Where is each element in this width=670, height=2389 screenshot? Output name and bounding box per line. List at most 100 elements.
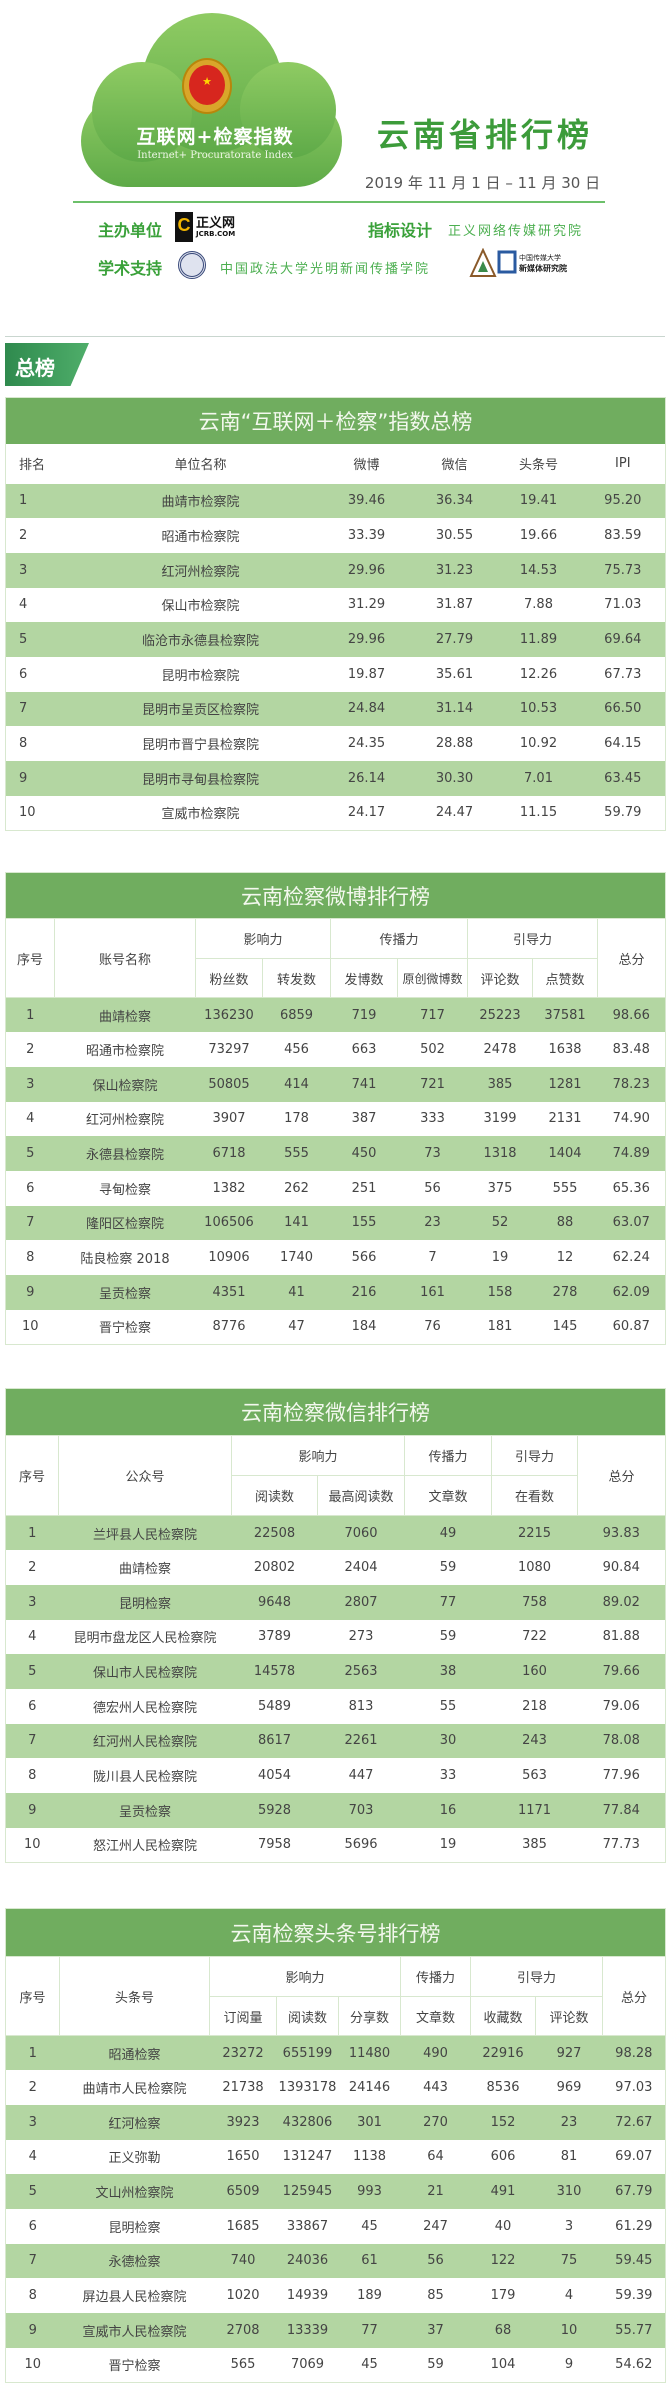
table-cell: 德宏州人民检察院 [92,1700,197,1716]
table-row: 5 文山州检察院 6509 125945 993 21 491 310 67.79 [5,2174,666,2209]
table-cell: 60.87 [612,1319,650,1335]
table-cell: 1 [19,493,28,509]
table-cell: 1138 [352,2149,387,2165]
table-cell: 呈贡检察 [118,1804,171,1820]
table-cell: 3 [564,2218,574,2234]
table-cell: 19.41 [519,493,558,509]
table-cell: 31.87 [435,597,474,613]
table-cell: 73297 [208,1042,250,1058]
table-row: 3 保山检察院 50805 414 741 721 385 1281 78.23 [5,1066,666,1102]
table-cell: 怒江州人民检察院 [92,1839,197,1855]
table-cell: 5489 [257,1698,292,1714]
table-cell: 375 [487,1180,513,1196]
table-cell: 19 [491,1250,509,1266]
table-cell: 6 [26,1180,35,1196]
table-cell: 7 [28,2253,37,2269]
table-cell: 昆明检察 [118,1596,171,1612]
table-cell: 490 [423,2045,448,2061]
section-divider [5,336,665,337]
group-header: 引导力 [467,918,598,959]
column-header: 在看数 [491,1475,578,1516]
table-cell: 10 [23,1837,41,1853]
column-header: 粉丝数 [195,958,263,998]
table-cell: 106506 [204,1215,254,1231]
table-cell: 8 [26,1250,35,1266]
table-cell: 保山检察院 [92,1078,158,1094]
table-cell: 27.79 [435,632,474,648]
table-cell: 64.15 [604,736,642,752]
table-title: 云南“互联网＋检察”指数总榜 [5,397,666,444]
table-cell: 10.53 [519,701,558,717]
sponsor-label: 主办单位 [98,221,163,240]
table-cell: 993 [357,2184,382,2200]
table-cell: 78.23 [612,1076,650,1092]
table-cell: 5 [28,2184,37,2200]
table-cell: 4 [28,1629,37,1645]
table-row: 4 红河州检察院 3907 178 387 333 3199 2131 74.90 [5,1101,666,1137]
table-cell: 35.61 [435,666,474,682]
table-cell: 30.30 [435,770,474,786]
table-cell: 保山市人民检察院 [92,1666,197,1682]
column-header: 总分 [576,1435,667,1516]
table-cell: 5928 [257,1802,292,1818]
table-cell: 8 [28,1768,37,1784]
design-label: 指标设计 [368,221,433,240]
table-cell: 717 [420,1007,445,1023]
table-cell: 67.73 [604,666,642,682]
table-cell: 77.96 [602,1768,640,1784]
table-cell: 33867 [286,2218,329,2234]
toutiao-ranking-table: 云南检察头条号排行榜 序号 头条号 影响力 传播力 引导力 总分 订阅量 阅读数… [5,1908,667,2383]
table-cell: 125945 [282,2184,333,2200]
table-cell: 曲靖市检察院 [161,495,240,511]
table-cell: 71.03 [604,597,642,613]
table-cell: 1080 [517,1560,552,1576]
table-cell: 39.46 [347,493,386,509]
table-cell: 4 [28,2149,37,2165]
table-row: 7 昆明市呈贡区检察院 24.84 31.14 10.53 66.50 [5,691,666,727]
table-cell: 7060 [344,1525,378,1541]
table-cell: 78.08 [602,1733,640,1749]
table-cell: 77 [361,2322,378,2338]
table-cell: 5 [19,632,28,648]
table-cell: 永德县检察院 [85,1148,164,1164]
table-cell: 63.07 [612,1215,650,1231]
table-cell: 663 [351,1042,377,1058]
table-cell: 正义弥勒 [108,2151,161,2167]
table-cell: 45 [361,2218,378,2234]
table-cell: 333 [420,1111,445,1127]
column-header: 收藏数 [470,1996,536,2036]
table-cell: 88 [556,1215,574,1231]
table-cell: 73 [424,1146,441,1162]
jcrb-logo: C 正义网 JCRB.COM [175,212,238,242]
group-header: 传播力 [400,1956,471,1997]
table-cell: 1650 [226,2149,260,2165]
table-cell: 红河检察 [108,2116,161,2132]
table-cell: 7069 [290,2357,325,2373]
table-row: 9 呈贡检察 5928 703 16 1171 77.84 [5,1793,666,1828]
table-cell: 758 [522,1594,547,1610]
table-cell: 2478 [483,1042,517,1058]
table-cell: 6 [19,666,28,682]
table-cell: 740 [230,2253,256,2269]
table-cell: 晋宁检察 [108,2359,161,2375]
table-cell: 10 [19,805,36,821]
table-cell: 22508 [253,1525,296,1541]
table-cell: 122 [490,2253,516,2269]
table-cell: 8 [28,2288,37,2304]
column-header: 序号 [5,918,55,998]
column-header: 头条号 [59,1956,210,2036]
table-cell: 7.01 [524,770,553,786]
table-cell: 75 [560,2253,578,2269]
column-header: 转发数 [262,958,331,998]
table-row: 7 隆阳区检察院 106506 141 155 23 52 88 63.07 [5,1205,666,1241]
table-row: 3 红河州检察院 29.96 31.23 14.53 75.73 [5,552,666,588]
table-cell: 10 [24,2357,42,2373]
table-row: 9 昆明市寻甸县检察院 26.14 30.30 7.01 63.45 [5,761,666,796]
table-cell: 161 [420,1284,445,1300]
table-cell: 179 [490,2288,516,2304]
table-row: 3 昆明检察 9648 2807 77 758 89.02 [5,1584,666,1620]
table-cell: 10906 [208,1250,250,1266]
column-header: 最高阅读数 [317,1475,405,1516]
table-cell: 屏边县人民检察院 [82,2290,187,2306]
table-cell: 3 [26,1076,35,1092]
